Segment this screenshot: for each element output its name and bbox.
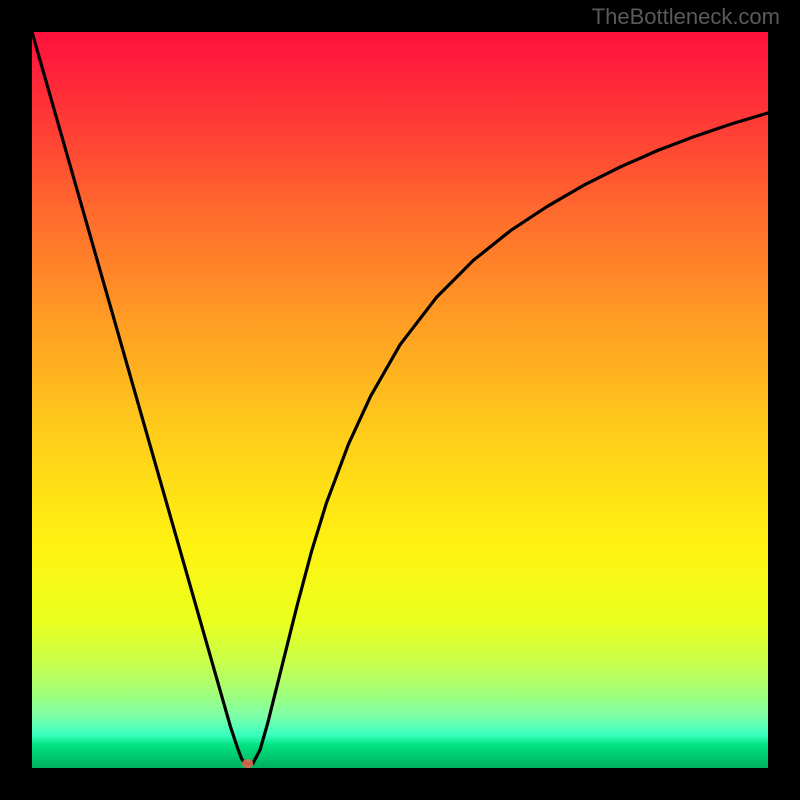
bottleneck-curve: [32, 32, 768, 764]
optimal-point-marker: [242, 759, 253, 768]
watermark-text: TheBottleneck.com: [592, 4, 780, 30]
bottleneck-curve-chart: [32, 32, 768, 768]
plot-area: [32, 32, 768, 768]
